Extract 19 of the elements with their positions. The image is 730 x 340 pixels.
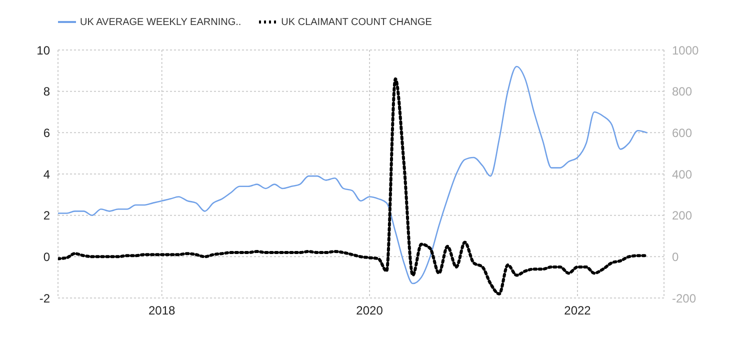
- y2-tick-label: 400: [672, 167, 692, 182]
- y-tick-label: 6: [43, 126, 50, 140]
- x-tick-label: 2020: [356, 304, 384, 318]
- y2-tick-label: 1000: [672, 43, 700, 58]
- y-tick-label: 0: [43, 250, 50, 264]
- y-tick-label: 2: [43, 208, 50, 223]
- y2-tick-label: 0: [672, 250, 679, 264]
- y-tick-label: -2: [39, 291, 50, 306]
- y-tick-label: 10: [36, 43, 50, 58]
- x-tick-label: 2018: [148, 304, 176, 318]
- legend-label: UK AVERAGE WEEKLY EARNING..: [79, 16, 242, 30]
- y2-tick-label: 200: [672, 208, 692, 223]
- y-tick-label: 4: [43, 167, 50, 182]
- legend-label: UK CLAIMANT COUNT CHANGE: [280, 16, 432, 30]
- y-tick-label: 8: [43, 84, 50, 99]
- y2-tick-label: -200: [672, 291, 696, 306]
- y2-tick-label: 600: [672, 126, 692, 140]
- x-tick-label: 2022: [564, 304, 592, 318]
- y2-tick-label: 800: [672, 84, 692, 99]
